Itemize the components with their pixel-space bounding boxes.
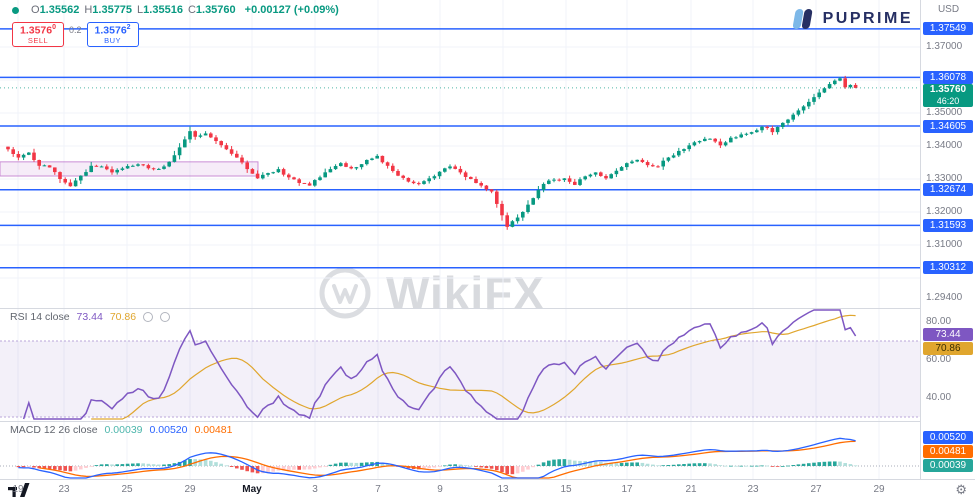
puprime-logo: PUPRIME bbox=[789, 8, 913, 30]
ohlc-value: 1.35760 bbox=[195, 4, 236, 16]
ohlc-label: O bbox=[31, 4, 40, 16]
buy-button[interactable]: 1.35762 BUY bbox=[86, 22, 139, 48]
ohlc-values: O 1.35562 H 1.35775 L 1.35516 C 1.35760 bbox=[26, 4, 236, 16]
sell-label: SELL bbox=[27, 36, 49, 46]
candlestick-series bbox=[6, 75, 858, 230]
time-axis-label[interactable]: May bbox=[242, 484, 262, 495]
time-axis-label[interactable]: 23 bbox=[747, 484, 759, 495]
puprime-logo-text: PUPRIME bbox=[822, 10, 913, 27]
rsi-line bbox=[22, 309, 857, 420]
price-badge: 70.86 bbox=[923, 342, 973, 355]
buy-price-sup: 2 bbox=[126, 24, 131, 31]
ohlc-info: O 1.35562 H 1.35775 L 1.35516 C 1.35760 +0.0012… bbox=[12, 4, 339, 16]
buy-price: 1.35762 bbox=[95, 24, 131, 37]
axis-tick-label: 1.29400 bbox=[926, 291, 963, 303]
macd-signal-value: 0.00481 bbox=[194, 424, 233, 436]
time-axis-label[interactable]: 15 bbox=[560, 484, 572, 495]
time-axis-label[interactable]: 9 bbox=[437, 484, 443, 495]
sell-price-sup: 0 bbox=[52, 24, 57, 31]
ohlc-value: 1.35562 bbox=[39, 4, 80, 16]
ohlc-label: H bbox=[84, 4, 93, 16]
macd-signal-line bbox=[39, 440, 856, 479]
macd-title: MACD 12 26 close bbox=[10, 424, 98, 436]
supply-zone bbox=[0, 161, 259, 177]
time-axis-label[interactable]: 17 bbox=[621, 484, 633, 495]
macd-line bbox=[18, 437, 856, 479]
macd-hist-value: 0.00039 bbox=[104, 424, 143, 436]
rsi-ma-line bbox=[91, 314, 856, 420]
tradingview-logo[interactable] bbox=[8, 483, 30, 497]
price-badge: 0.00039 bbox=[923, 459, 973, 473]
ohlc-label: L bbox=[137, 4, 144, 16]
price-change: +0.00127 (+0.09%) bbox=[244, 4, 339, 16]
time-axis-label[interactable]: 7 bbox=[375, 484, 381, 495]
time-axis-label[interactable]: 29 bbox=[873, 484, 885, 495]
time-axis-label[interactable]: 29 bbox=[184, 484, 196, 495]
current-price-badge: 1.35760 46:20 bbox=[923, 83, 973, 107]
rsi-indicator-header[interactable]: RSI 14 close 73.44 70.86 bbox=[10, 311, 171, 323]
rsi-ma-value: 70.86 bbox=[109, 311, 137, 323]
rsi-value: 73.44 bbox=[76, 311, 103, 323]
rsi-band bbox=[0, 341, 920, 418]
axis-tick-label: 1.33000 bbox=[926, 172, 963, 184]
sell-button[interactable]: 1.35760 SELL bbox=[12, 22, 65, 48]
time-axis-label[interactable]: 27 bbox=[810, 484, 822, 495]
buy-price-main: 1.3576 bbox=[94, 24, 127, 37]
axis-tick-label: 1.32000 bbox=[926, 205, 963, 217]
symbol-marker-dot bbox=[12, 6, 19, 14]
rsi-menu-icon[interactable] bbox=[160, 312, 171, 322]
time-axis-label[interactable]: 23 bbox=[58, 484, 70, 495]
settings-gear-icon[interactable]: ⚙ bbox=[955, 482, 967, 497]
price-badge: 1.30312 bbox=[923, 261, 973, 275]
time-axis-label[interactable]: 21 bbox=[685, 484, 697, 495]
time-axis-label[interactable]: 13 bbox=[497, 484, 509, 495]
axis-tick-label: 1.35000 bbox=[926, 106, 963, 118]
axis-tick-label: 40.00 bbox=[926, 392, 952, 404]
axis-tick-label: 80.00 bbox=[926, 316, 952, 328]
price-badge: 1.36078 bbox=[923, 70, 973, 84]
sell-price: 1.35760 bbox=[20, 24, 56, 37]
rsi-title: RSI 14 close bbox=[10, 311, 70, 323]
buy-label: BUY bbox=[104, 36, 122, 46]
price-axis[interactable]: USD 1.37000 1.35000 1.34000 1.33000 1.32000 1… bbox=[920, 0, 975, 479]
spread-value: 0.2 bbox=[69, 25, 82, 35]
axis-tick-label: 1.37000 bbox=[926, 40, 963, 52]
currency-label: USD bbox=[937, 4, 960, 15]
macd-line-value: 0.00520 bbox=[149, 424, 188, 436]
time-axis-label[interactable]: 19 bbox=[12, 484, 24, 495]
sell-price-main: 1.3576 bbox=[20, 24, 53, 37]
axis-tick-label: 1.31000 bbox=[926, 239, 963, 250]
grid bbox=[0, 0, 920, 479]
price-badge: 1.37549 bbox=[923, 22, 973, 36]
puprime-logo-icon bbox=[792, 9, 812, 29]
chart-plot-area[interactable] bbox=[0, 0, 920, 479]
axis-tick-label: 1.34000 bbox=[926, 139, 963, 151]
ohlc-label: C bbox=[187, 4, 196, 16]
macd-indicator-header[interactable]: MACD 12 26 close 0.00039 0.00520 0.00481 bbox=[10, 424, 232, 436]
price-badge: 1.34605 bbox=[923, 119, 973, 133]
time-axis-label[interactable]: 3 bbox=[312, 484, 318, 495]
ohlc-value: 1.35775 bbox=[92, 4, 133, 16]
rsi-eye-icon[interactable] bbox=[143, 312, 154, 322]
ohlc-value: 1.35516 bbox=[143, 4, 183, 16]
axis-tick-label: 60.00 bbox=[926, 354, 952, 366]
price-badge: 1.31593 bbox=[923, 218, 973, 232]
price-badge: 73.44 bbox=[923, 328, 973, 341]
time-axis[interactable]: ⚙ 19 23 25 29 May 3 7 9 13 15 17 21 23 27 29 bbox=[0, 479, 975, 501]
time-axis-label[interactable]: 25 bbox=[121, 484, 133, 495]
price-badge: 0.00520 bbox=[923, 431, 973, 445]
order-widget: 1.35760 SELL 0.2 1.35762 BUY bbox=[12, 22, 139, 48]
price-badge: 1.32674 bbox=[923, 183, 973, 197]
price-badge: 0.00481 bbox=[923, 445, 973, 459]
